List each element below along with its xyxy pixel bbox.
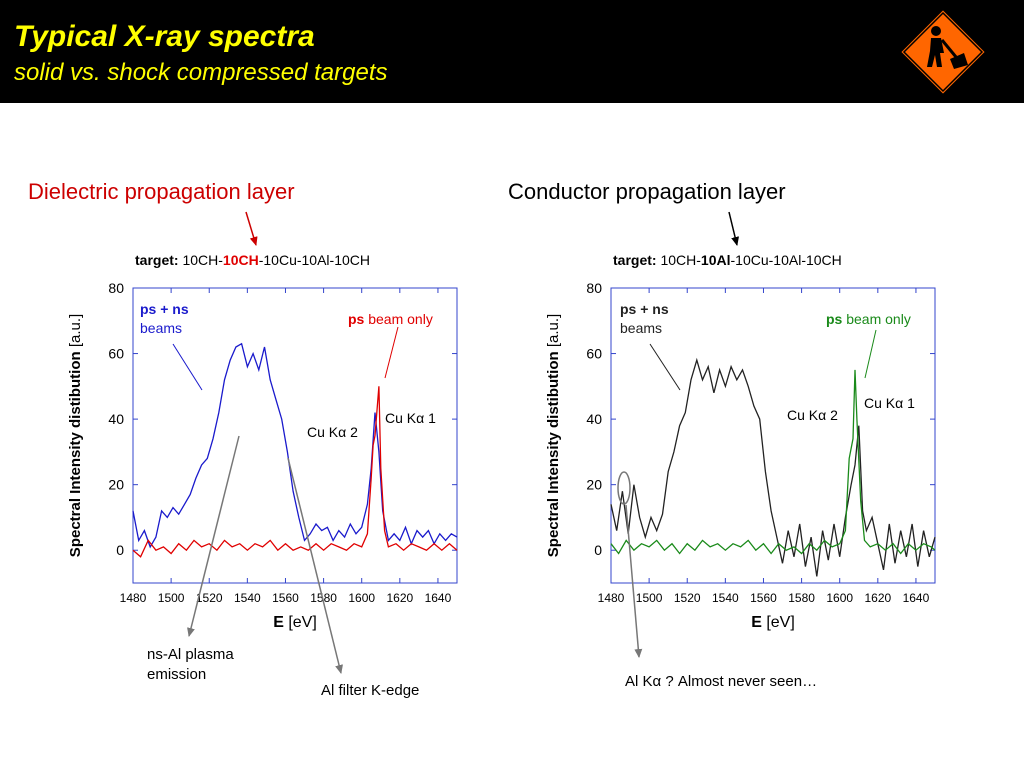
legend-main-bold: ps + ns	[620, 301, 669, 317]
x-axis-label: E [eV]	[751, 614, 795, 631]
x-axis-unit: [eV]	[762, 614, 795, 631]
legend-alt-pointer	[384, 326, 399, 379]
legend-alt: ps beam only	[348, 311, 433, 327]
y-axis-unit: [a.u.]	[545, 314, 562, 352]
legend-alt-rest: beam only	[842, 311, 910, 327]
x-tick-label: 1520	[196, 591, 223, 605]
target-part: -10Cu-10Al-10CH	[731, 252, 842, 268]
series-line	[132, 342, 458, 549]
ns-al-emission-note: ns-Al plasma emission	[147, 645, 234, 685]
legend-alt: ps beam only	[826, 311, 911, 327]
y-tick-label: 60	[108, 346, 124, 362]
legend-alt-rest: beam only	[364, 311, 432, 327]
target-part: -10Cu-10Al-10CH	[259, 252, 370, 268]
al-filter-edge-arrow	[287, 457, 343, 674]
x-tick-label: 1480	[120, 591, 147, 605]
series-line	[610, 369, 936, 555]
x-axis-unit: [eV]	[284, 614, 317, 631]
legend-main-pointer	[649, 343, 681, 391]
series-line	[610, 357, 936, 577]
y-axis-label: Spectral Intensity distibution [a.u.]	[545, 314, 562, 557]
y-axis-name: Spectral Intensity distibution	[545, 351, 562, 557]
x-tick-label: 1600	[348, 591, 375, 605]
y-tick-label: 40	[586, 411, 602, 427]
peak-annotation-cu-ka1: Cu Kα 1	[864, 395, 915, 411]
y-tick-label: 20	[586, 477, 602, 493]
x-tick-label: 1540	[712, 591, 739, 605]
y-tick-label: 80	[586, 280, 602, 296]
x-tick-label: 1620	[386, 591, 413, 605]
legend-main-bold: ps + ns	[140, 301, 189, 317]
x-tick-label: 1500	[158, 591, 185, 605]
peak-annotation-cu-ka1: Cu Kα 1	[385, 410, 436, 426]
x-tick-label: 1480	[598, 591, 625, 605]
y-tick-label: 40	[108, 411, 124, 427]
al-ka-note: Al Kα ? Almost never seen…	[625, 673, 818, 690]
note-line: emission	[147, 666, 207, 683]
conductor-layer-label: Conductor propagation layer	[508, 179, 786, 204]
peak-annotation-cu-ka2: Cu Kα 2	[307, 424, 358, 440]
y-axis-label: Spectral Intensity distibution [a.u.]	[67, 314, 84, 557]
al-ka-highlight-ellipse	[617, 471, 631, 505]
legend-alt-bold: ps	[348, 311, 365, 327]
x-tick-label: 1640	[903, 591, 930, 605]
al-filter-k-edge-note: Al filter K-edge	[321, 682, 420, 699]
legend-alt-pointer	[864, 329, 877, 379]
dielectric-chart: 1480 1500 1520 1540 1560 1580 1600 1620 1640 0 20 4…	[67, 252, 458, 631]
note-line: ns-Al plasma	[147, 646, 234, 663]
x-tick-label: 1580	[788, 591, 815, 605]
x-tick-label: 1540	[234, 591, 261, 605]
target-prefix: target:	[613, 252, 660, 268]
al-ka-arrow	[625, 504, 643, 658]
legend-main-rest: beams	[620, 320, 662, 336]
conductor-chart: 1480 1500 1520 1540 1560 1580 1600 1620 1640 0 20 4…	[545, 252, 936, 631]
x-axis-symbol: E	[751, 614, 762, 631]
road-work-sign-icon	[898, 7, 988, 97]
legend-main-pointer	[172, 343, 203, 391]
x-tick-label: 1560	[272, 591, 299, 605]
x-tick-label: 1560	[750, 591, 777, 605]
dielectric-pointer-arrow	[245, 211, 258, 246]
y-axis-name: Spectral Intensity distibution	[67, 351, 84, 557]
plot-frame	[610, 287, 936, 584]
x-tick-label: 1600	[826, 591, 853, 605]
x-tick-label: 1640	[425, 591, 452, 605]
x-tick-label: 1620	[864, 591, 891, 605]
target-part: 10CH-	[182, 252, 223, 268]
target-prefix: target:	[135, 252, 182, 268]
y-tick-label: 0	[594, 542, 602, 558]
slide-subtitle: solid vs. shock compressed targets	[14, 59, 388, 86]
x-tick-label: 1500	[636, 591, 663, 605]
target-part: 10CH-	[660, 252, 701, 268]
legend-alt-bold: ps	[826, 311, 843, 327]
y-tick-label: 80	[108, 280, 124, 296]
dielectric-layer-label: Dielectric propagation layer	[28, 179, 295, 204]
series-line	[132, 386, 458, 558]
target-highlight: 10CH	[223, 252, 259, 268]
x-tick-label: 1520	[674, 591, 701, 605]
ns-al-emission-arrow	[187, 435, 240, 637]
y-tick-label: 0	[116, 542, 124, 558]
arrows-layer	[187, 211, 740, 674]
target-highlight: 10Al	[701, 252, 731, 268]
target-label: target: 10CH-10CH-10Cu-10Al-10CH	[135, 252, 370, 268]
legend-main-rest: beams	[140, 320, 182, 336]
y-tick-label: 60	[586, 346, 602, 362]
x-tick-label: 1580	[310, 591, 337, 605]
y-axis-unit: [a.u.]	[67, 314, 84, 352]
conductor-pointer-arrow	[728, 211, 740, 246]
slide-title: Typical X-ray spectra	[14, 20, 315, 53]
x-axis-symbol: E	[273, 614, 284, 631]
target-label: target: 10CH-10Al-10Cu-10Al-10CH	[613, 252, 842, 268]
peak-annotation-cu-ka2: Cu Kα 2	[787, 407, 838, 423]
title-bar: Typical X-ray spectra solid vs. shock co…	[0, 0, 1024, 103]
x-axis-label: E [eV]	[273, 614, 317, 631]
y-tick-label: 20	[108, 477, 124, 493]
